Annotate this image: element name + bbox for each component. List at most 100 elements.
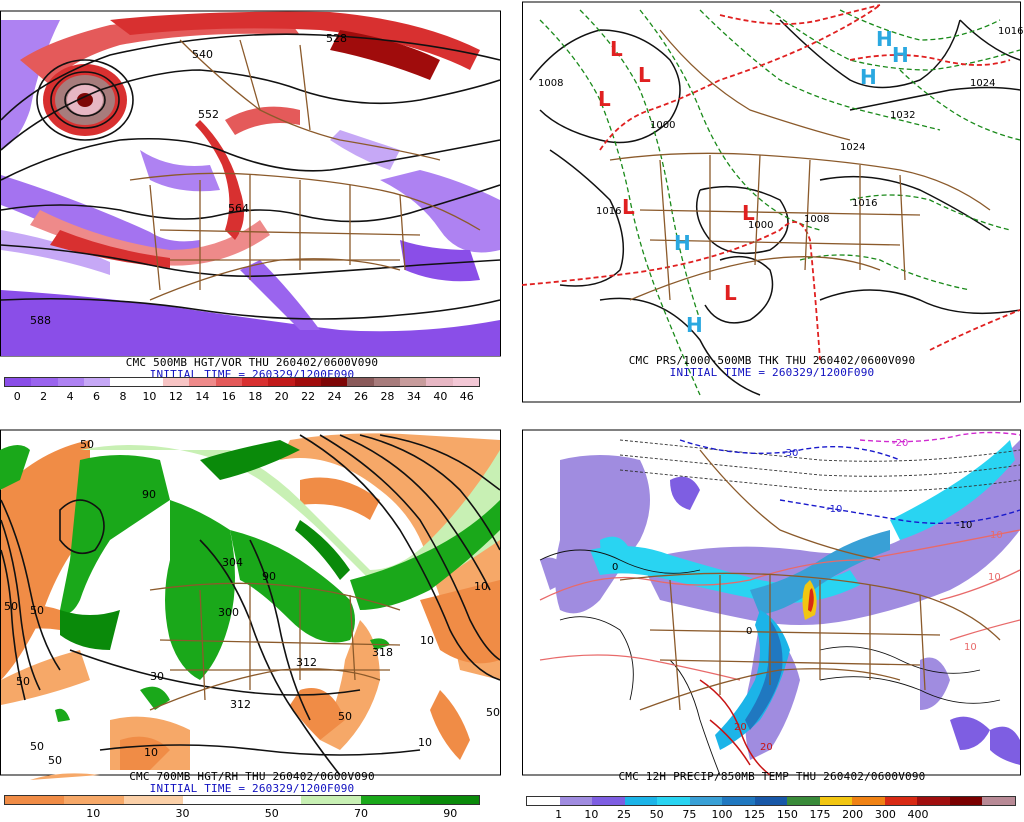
contour-label: 50 (48, 754, 62, 767)
colorbar-swatch (452, 378, 479, 386)
map-precip-temp: -20 -30 -10 -10 0 10 0 10 20 10 20 (522, 429, 1021, 776)
colorbar-swatch (182, 796, 242, 804)
colorbar-swatch (5, 796, 65, 804)
contour-label: 540 (192, 48, 213, 61)
colorbar-tick-label: 75 (682, 808, 697, 821)
contour-label: 10 (990, 530, 1003, 541)
contour-label: 1024 (970, 78, 995, 89)
map-caption: CMC 700MB HGT/RH THU 260402/0600V090 INI… (0, 771, 504, 795)
colorbar-tick-label: 22 (301, 390, 316, 403)
colorbar-ticks: 1 10 25 50 75 100 125 150 175 200 300 400 (526, 808, 1016, 822)
colorbar-swatch (320, 378, 348, 386)
contour-label: 312 (230, 698, 251, 711)
colorbar-tick-label: 25 (617, 808, 631, 821)
contour-label: 50 (16, 675, 30, 688)
colorbar-swatch (949, 797, 983, 805)
colorbar-tick-label: 150 (776, 808, 798, 821)
colorbar-swatch (136, 378, 163, 386)
contour-label: -10 (826, 504, 842, 515)
colorbar-tick-label: 400 (907, 808, 929, 821)
colorbar-tick-label: 8 (119, 390, 127, 403)
caption-initial-time: INITIAL TIME = 260329/1200F090 (149, 782, 355, 795)
contour-label: 50 (486, 706, 500, 719)
colorbar-swatch (83, 378, 111, 386)
colorbar-swatch (242, 796, 302, 804)
colorbar-tick-label: 50 (649, 808, 664, 821)
contour-label: 564 (228, 202, 249, 215)
colorbar-swatch (57, 378, 84, 386)
high-pressure-marker: H (892, 43, 909, 67)
colorbar-tick-label: 24 (327, 390, 342, 403)
contour-label: 588 (30, 314, 51, 327)
contour-label: 10 (418, 736, 432, 749)
low-pressure-marker: L (742, 201, 755, 225)
colorbar-swatch (624, 797, 658, 805)
panel-500mb-hgt-vor: 540 528 552 564 588 CMC 500MB HGT/VOR TH… (0, 0, 504, 404)
colorbar-tick-label: 70 (354, 807, 368, 820)
colorbar-swatch (399, 378, 427, 386)
colorbar-tick-label: 46 (459, 390, 474, 403)
colorbar-tick-label: 18 (248, 390, 263, 403)
colorbar-tick-label: 34 (406, 390, 421, 403)
high-pressure-marker: H (686, 313, 703, 337)
contour-label: 20 (760, 742, 773, 753)
panel-prs-thickness: L L L L L L H H H H H 1008 1016 1016 102… (520, 0, 1024, 404)
low-pressure-marker: L (638, 63, 651, 87)
colorbar-swatch (64, 796, 124, 804)
colorbar-swatch (657, 797, 690, 805)
panel-12h-precip-850mb-temp: -20 -30 -10 -10 0 10 0 10 20 10 20 CMC 1… (520, 420, 1024, 822)
contour-label: 1000 (748, 220, 773, 231)
colorbar-tick-label: 90 (443, 807, 458, 820)
contour-label: -20 (892, 438, 908, 449)
contour-label: 1000 (650, 120, 675, 131)
colorbar-swatch (347, 378, 374, 386)
caption-initial-time: INITIAL TIME = 260329/1200F090 (669, 366, 875, 379)
contour-label: 318 (372, 646, 393, 659)
low-pressure-marker: L (724, 281, 737, 305)
contour-label: 1016 (998, 26, 1023, 37)
map-pressure-thickness: L L L L L L H H H H H 1008 1016 1016 102… (521, 1, 1023, 403)
high-pressure-marker: H (674, 231, 691, 255)
colorbar-tick-label: 0 (13, 390, 21, 403)
colorbar-tick-label: 28 (380, 390, 395, 403)
contour-label: 10 (964, 642, 977, 653)
contour-label: 10 (474, 580, 488, 593)
colorbar-swatch (917, 797, 950, 805)
contour-label: 1008 (804, 214, 829, 225)
colorbar-tick-label: 30 (175, 807, 190, 820)
colorbar (526, 796, 1016, 806)
colorbar-swatch (268, 378, 295, 386)
map-500mb-vorticity: 540 528 552 564 588 (0, 0, 504, 404)
colorbar-swatch (31, 378, 58, 386)
contour-label: 20 (734, 722, 747, 733)
colorbar-swatch (819, 797, 853, 805)
caption-title: CMC 700MB HGT/RH THU 260402/0600V090 (129, 770, 375, 783)
contour-label: 300 (218, 606, 239, 619)
contour-label: 50 (4, 600, 18, 613)
low-pressure-marker: L (622, 195, 635, 219)
colorbar-swatch (852, 797, 885, 805)
colorbar-swatch (426, 378, 453, 386)
contour-label: 90 (142, 488, 156, 501)
contour-label: 30 (150, 670, 164, 683)
contour-label: 10 (988, 572, 1001, 583)
colorbar-tick-label: 20 (274, 390, 289, 403)
colorbar-swatch (527, 797, 560, 805)
low-pressure-marker: L (598, 87, 611, 111)
colorbar-tick-label: 14 (195, 390, 210, 403)
colorbar-swatch (419, 796, 479, 804)
colorbar-swatch (689, 797, 723, 805)
map-caption: CMC PRS/1000-500MB THK THU 260402/0600V0… (520, 355, 1024, 379)
colorbar-swatch (294, 378, 321, 386)
contour-label: 50 (80, 438, 94, 451)
colorbar-ticks: 10 30 50 70 90 (4, 807, 480, 821)
colorbar-swatch (360, 796, 420, 804)
colorbar (4, 795, 480, 805)
colorbar-swatch (559, 797, 593, 805)
colorbar-tick-label: 6 (93, 390, 101, 403)
colorbar-tick-label: 16 (221, 390, 236, 403)
high-pressure-marker: H (876, 27, 893, 51)
contour-label: 1024 (840, 142, 865, 153)
colorbar-tick-label: 40 (433, 390, 448, 403)
colorbar-swatch (123, 796, 183, 804)
